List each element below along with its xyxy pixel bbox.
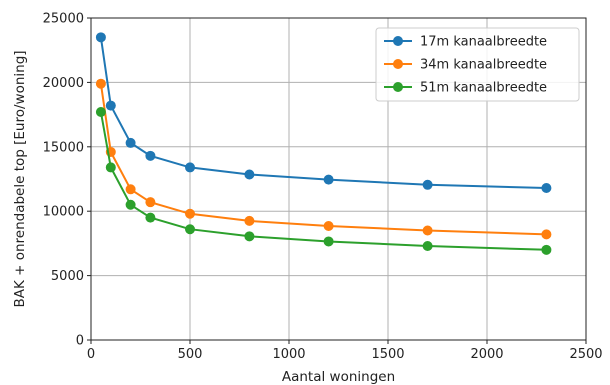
series-1 — [95, 32, 552, 194]
x-tick-label: 1500 — [371, 347, 404, 362]
y-tick-label: 20000 — [43, 76, 84, 91]
data-point — [145, 150, 156, 161]
data-point — [145, 212, 156, 223]
data-point — [125, 184, 136, 195]
data-point — [422, 179, 433, 190]
data-point — [185, 224, 195, 235]
data-point — [541, 183, 552, 194]
legend-marker — [393, 59, 403, 69]
data-point — [105, 100, 116, 111]
legend-item: 51m kanaalbreedte — [384, 81, 547, 96]
y-axis-label: BAK + onrendabele top [Euro/woning] — [12, 50, 28, 307]
legend-marker — [393, 82, 403, 92]
data-point — [323, 221, 334, 232]
data-point — [95, 107, 106, 118]
y-tick-label: 0 — [76, 334, 84, 349]
series-line — [99, 111, 547, 251]
data-point — [105, 162, 116, 173]
data-point — [185, 208, 195, 219]
x-axis-label: Aantal woningen — [282, 369, 395, 385]
data-point — [422, 225, 433, 236]
x-tick-label: 2500 — [569, 347, 602, 362]
data-point — [323, 174, 334, 185]
y-tick-label: 10000 — [43, 205, 84, 220]
plot-frame — [90, 17, 587, 341]
axes: 0 500 1000 1500 2000 250005000100001500020000… — [43, 12, 603, 363]
legend-item: 17m kanaalbreedte — [384, 35, 547, 50]
legend: 17m kanaalbreedte 34m kanaalbreedte 51m ka… — [375, 27, 580, 102]
data-point — [323, 236, 334, 247]
legend-label: 17m kanaalbreedte — [420, 35, 547, 50]
legend-label: 34m kanaalbreedte — [420, 58, 547, 73]
data-point — [422, 240, 433, 251]
y-tick-label: 15000 — [43, 140, 84, 155]
x-tick-label: 1000 — [272, 347, 305, 362]
data-point — [185, 162, 195, 173]
data-point — [541, 244, 552, 255]
legend-marker — [393, 36, 403, 46]
data-point — [125, 199, 136, 210]
x-tick-label: 0 — [87, 347, 95, 362]
data-point — [95, 32, 106, 43]
y-tick-label: 5000 — [51, 269, 84, 284]
legend-label: 51m kanaalbreedte — [420, 81, 547, 96]
data-point — [244, 215, 255, 226]
data-point — [145, 197, 156, 208]
x-tick-label: 2000 — [470, 347, 503, 362]
x-tick-label: 500 — [178, 347, 203, 362]
data-point — [541, 229, 552, 240]
data-point — [125, 137, 136, 148]
data-point — [244, 169, 255, 180]
data-point — [244, 231, 255, 242]
legend-item: 34m kanaalbreedte — [384, 58, 547, 73]
data-point — [95, 78, 106, 89]
series-line — [99, 83, 547, 236]
series-layer — [95, 32, 552, 255]
legend-box — [375, 27, 580, 102]
series-3 — [95, 107, 552, 255]
y-tick-label: 25000 — [43, 12, 84, 27]
series-2 — [95, 78, 552, 240]
